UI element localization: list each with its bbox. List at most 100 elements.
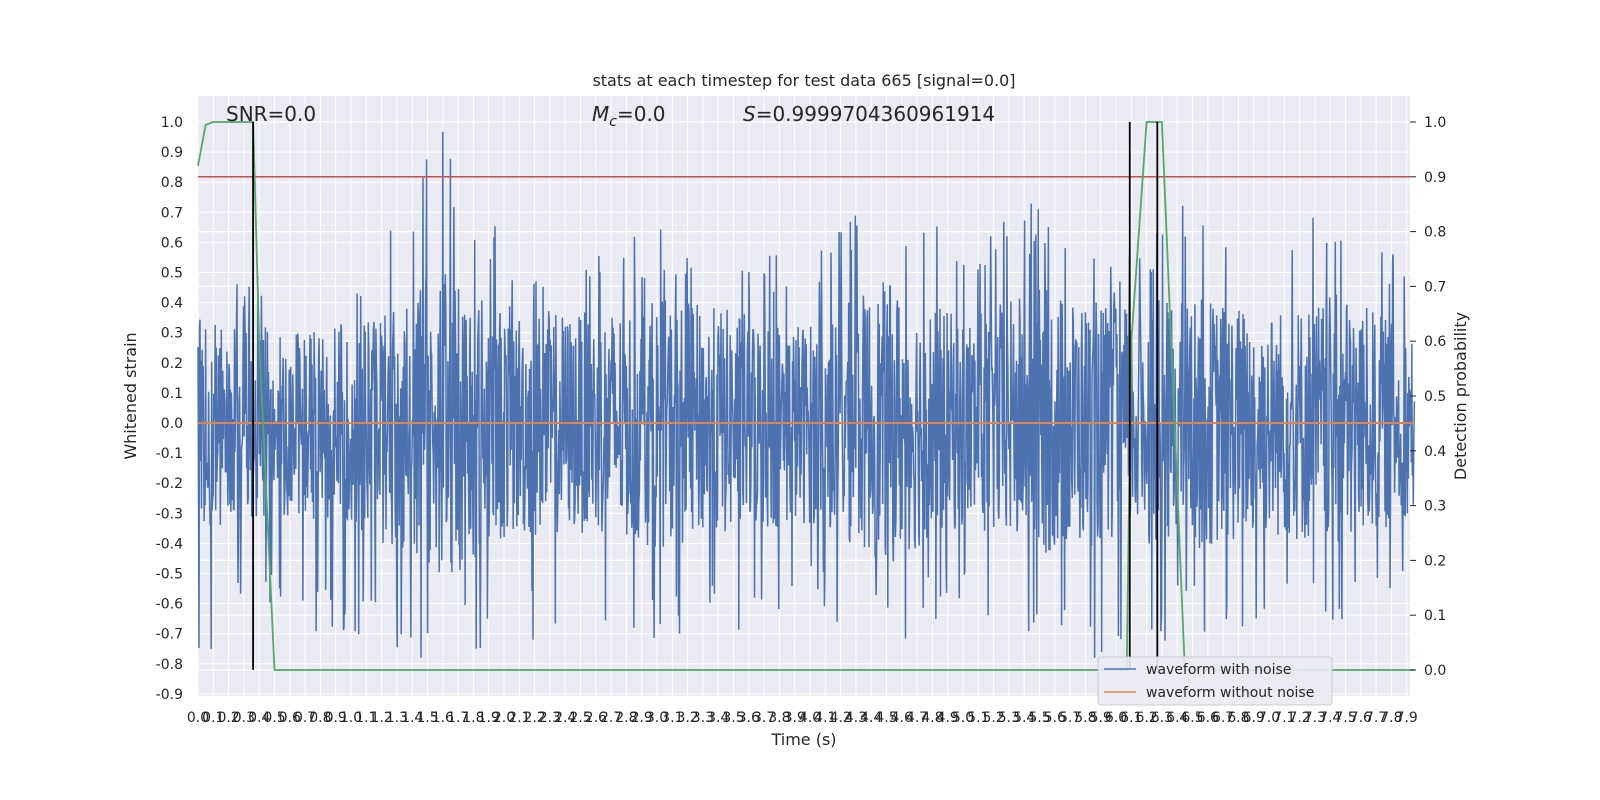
y-tick-label: -0.7 bbox=[156, 627, 183, 643]
legend-label-clean: waveform without noise bbox=[1146, 685, 1314, 701]
y-tick-label: 1.0 bbox=[161, 115, 183, 131]
x-tick-label: 6.8 bbox=[1227, 710, 1249, 726]
x-tick-label: 5.4 bbox=[1013, 710, 1035, 726]
x-tick-label: 4.0 bbox=[799, 710, 821, 726]
y-tick-label: 0.1 bbox=[161, 386, 183, 402]
x-tick-label: 5.1 bbox=[967, 710, 989, 726]
x-tick-label: 4.8 bbox=[921, 710, 943, 726]
y-tick-label: -0.3 bbox=[156, 506, 183, 522]
x-tick-label: 3.8 bbox=[768, 710, 790, 726]
waveform-with-noise-line bbox=[197, 131, 1416, 658]
x-tick-label: 1.3 bbox=[386, 710, 408, 726]
x-tick-label: 3.2 bbox=[676, 710, 698, 726]
x-tick-label: 7.6 bbox=[1350, 710, 1372, 726]
x-tick-label: 0.8 bbox=[309, 710, 331, 726]
y-tick-label: -0.1 bbox=[156, 446, 183, 462]
score-value: =0.9999704360961914 bbox=[756, 102, 995, 126]
x-tick-label: 7.0 bbox=[1258, 710, 1280, 726]
x-tick-label: 2.9 bbox=[631, 710, 653, 726]
y2-tick-label: 0.2 bbox=[1424, 553, 1446, 569]
x-tick-label: 7.8 bbox=[1380, 710, 1402, 726]
x-tick-label: 4.9 bbox=[937, 710, 959, 726]
y-tick-label: 0.6 bbox=[161, 235, 183, 251]
x-tick-label: 7.9 bbox=[1396, 710, 1418, 726]
x-tick-label: 2.7 bbox=[600, 710, 622, 726]
snr-annotation: SNR=0.0 bbox=[226, 102, 316, 126]
y-tick-label: -0.9 bbox=[156, 687, 183, 703]
y-tick-label: 0.0 bbox=[161, 416, 183, 432]
x-tick-label: 0.1 bbox=[202, 710, 224, 726]
x-tick-label: 3.9 bbox=[784, 710, 806, 726]
x-tick-label: 4.3 bbox=[845, 710, 867, 726]
y2-tick-label: 0.1 bbox=[1424, 608, 1446, 624]
x-tick-label: 0.0 bbox=[187, 710, 209, 726]
y-tick-label: 0.3 bbox=[161, 326, 183, 342]
x-tick-label: 7.4 bbox=[1319, 710, 1341, 726]
x-tick-label: 5.2 bbox=[982, 710, 1004, 726]
chirp-mass-subscript: c bbox=[609, 114, 617, 130]
y-tick-label: -0.8 bbox=[156, 657, 183, 673]
x-tick-label: 0.3 bbox=[233, 710, 255, 726]
x-tick-label: 5.5 bbox=[1028, 710, 1050, 726]
y2-axis-label: Detection probability bbox=[1451, 312, 1470, 480]
score-annotation: S=0.9999704360961914 bbox=[743, 102, 995, 126]
x-tick-label: 6.7 bbox=[1212, 710, 1234, 726]
x-tick-label: 6.3 bbox=[1151, 710, 1173, 726]
x-tick-label: 5.8 bbox=[1074, 710, 1096, 726]
x-tick-label: 4.6 bbox=[891, 710, 913, 726]
x-tick-label: 0.4 bbox=[248, 710, 270, 726]
legend-box bbox=[1097, 656, 1333, 706]
y-tick-label: -0.4 bbox=[156, 536, 183, 552]
x-tick-label: 2.1 bbox=[508, 710, 530, 726]
x-tick-label: 6.4 bbox=[1166, 710, 1188, 726]
y2-tick-label: 0.7 bbox=[1424, 279, 1446, 295]
x-tick-label: 3.0 bbox=[646, 710, 668, 726]
x-tick-label: 4.1 bbox=[814, 710, 836, 726]
x-tick-label: 6.5 bbox=[1181, 710, 1203, 726]
x-tick-label: 6.2 bbox=[1135, 710, 1157, 726]
x-tick-label: 2.3 bbox=[539, 710, 561, 726]
x-tick-label: 1.1 bbox=[355, 710, 377, 726]
y-tick-label: -0.2 bbox=[156, 476, 183, 492]
x-tick-label: 2.0 bbox=[493, 710, 515, 726]
x-tick-label: 3.7 bbox=[753, 710, 775, 726]
chirp-mass-annotation: Mc=0.0 bbox=[592, 102, 666, 130]
axis-ticks: 0.00.10.20.30.40.50.60.70.80.91.01.11.21… bbox=[156, 115, 1447, 726]
chart-title: stats at each timestep for test data 665… bbox=[592, 71, 1015, 90]
detection-probability-line bbox=[197, 121, 1415, 671]
y2-tick-label: 0.5 bbox=[1424, 389, 1446, 405]
legend: waveform with noise waveform without noi… bbox=[1097, 656, 1333, 706]
x-tick-label: 7.2 bbox=[1288, 710, 1310, 726]
y-axis-label: Whitened strain bbox=[121, 332, 140, 459]
y-tick-label: -0.6 bbox=[156, 597, 183, 613]
x-axis-label: Time (s) bbox=[770, 730, 836, 749]
x-tick-label: 5.3 bbox=[998, 710, 1020, 726]
x-tick-label: 0.2 bbox=[217, 710, 239, 726]
x-tick-label: 3.4 bbox=[707, 710, 729, 726]
x-tick-label: 2.5 bbox=[569, 710, 591, 726]
y2-tick-label: 1.0 bbox=[1424, 115, 1446, 131]
plot-content bbox=[197, 121, 1416, 671]
x-tick-label: 1.0 bbox=[340, 710, 362, 726]
x-tick-label: 0.7 bbox=[294, 710, 316, 726]
y-tick-label: 0.9 bbox=[161, 145, 183, 161]
x-tick-label: 2.2 bbox=[523, 710, 545, 726]
y-tick-label: 0.8 bbox=[161, 175, 183, 191]
y2-tick-label: 0.4 bbox=[1424, 444, 1446, 460]
x-tick-label: 5.6 bbox=[1044, 710, 1066, 726]
y2-tick-label: 0.9 bbox=[1424, 170, 1446, 186]
x-tick-label: 6.1 bbox=[1120, 710, 1142, 726]
x-tick-label: 0.5 bbox=[263, 710, 285, 726]
y2-tick-label: 0.8 bbox=[1424, 225, 1446, 241]
x-tick-label: 5.9 bbox=[1090, 710, 1112, 726]
x-tick-label: 2.6 bbox=[585, 710, 607, 726]
x-tick-label: 5.7 bbox=[1059, 710, 1081, 726]
y2-tick-label: 0.3 bbox=[1424, 499, 1446, 515]
x-tick-label: 1.8 bbox=[462, 710, 484, 726]
x-tick-label: 4.7 bbox=[906, 710, 928, 726]
x-tick-label: 3.1 bbox=[661, 710, 683, 726]
x-tick-label: 6.0 bbox=[1105, 710, 1127, 726]
x-tick-label: 3.3 bbox=[692, 710, 714, 726]
chirp-mass-value: =0.0 bbox=[617, 102, 666, 126]
